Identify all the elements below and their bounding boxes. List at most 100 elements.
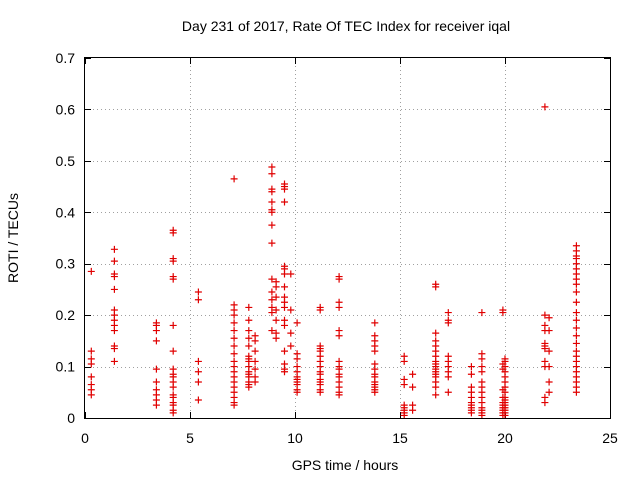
data-point	[572, 324, 580, 332]
data-point	[87, 373, 95, 381]
data-point	[335, 391, 343, 399]
data-point	[335, 332, 343, 340]
data-point	[432, 283, 440, 291]
data-point	[371, 347, 379, 355]
data-point	[110, 327, 118, 335]
data-point	[293, 319, 301, 327]
data-point	[287, 270, 295, 278]
data-point	[281, 321, 288, 329]
data-point	[194, 288, 202, 296]
data-point	[152, 337, 160, 345]
plot-frame	[84, 57, 611, 419]
data-point	[169, 321, 177, 329]
data-point	[409, 383, 417, 391]
data-point	[432, 329, 440, 337]
data-point	[268, 170, 276, 178]
data-point	[409, 406, 417, 414]
x-tick-label: 5	[186, 430, 194, 446]
data-point	[400, 411, 408, 419]
data-point	[572, 316, 580, 324]
y-tick-label: 0.1	[56, 359, 76, 375]
data-point	[281, 347, 288, 355]
data-point	[245, 334, 253, 342]
data-point	[245, 383, 253, 391]
data-point	[268, 239, 276, 247]
data-point	[169, 409, 177, 417]
chart-title: Day 231 of 2017, Rate Of TEC Index for r…	[182, 18, 510, 34]
data-point	[272, 306, 280, 314]
data-point	[87, 360, 95, 368]
data-point	[545, 327, 553, 335]
x-tick-label: 0	[81, 430, 89, 446]
data-point	[478, 309, 486, 317]
data-point	[281, 283, 288, 291]
x-tick-label: 20	[497, 430, 513, 446]
y-tick-label: 0.5	[56, 153, 76, 169]
data-point	[268, 221, 276, 229]
data-point	[251, 347, 259, 355]
y-axis-label: ROTI / TECUs	[5, 193, 21, 283]
data-point	[268, 188, 276, 196]
data-point	[194, 296, 202, 304]
data-point	[287, 306, 295, 314]
gridlines	[85, 58, 610, 418]
data-point	[110, 285, 118, 293]
data-point	[281, 270, 288, 278]
data-point	[268, 288, 276, 296]
data-point	[400, 381, 408, 389]
data-point	[87, 267, 95, 275]
data-point	[230, 327, 238, 335]
data-point	[287, 342, 295, 350]
y-tick-label: 0	[67, 410, 75, 426]
data-point	[230, 319, 238, 327]
y-axis-ticks: 0 0.1 0.2 0.3 0.4 0.5 0.6 0.7	[56, 50, 610, 426]
data-point	[268, 198, 276, 206]
data-point	[251, 337, 259, 345]
data-point	[478, 368, 486, 376]
data-point	[169, 383, 177, 391]
data-point	[432, 383, 440, 391]
data-point	[194, 378, 202, 386]
data-point	[152, 327, 160, 335]
data-point	[409, 370, 417, 378]
data-point	[432, 391, 440, 399]
data-point	[268, 163, 276, 171]
data-point	[194, 396, 202, 404]
data-point	[169, 275, 177, 283]
data-point	[110, 245, 118, 253]
y-tick-label: 0.6	[56, 101, 76, 117]
data-point	[281, 198, 288, 206]
data-point	[572, 288, 580, 296]
data-point	[169, 347, 177, 355]
y-tick-label: 0.3	[56, 256, 76, 272]
data-points	[87, 103, 580, 419]
data-point	[152, 378, 160, 386]
data-point	[230, 350, 238, 358]
data-point	[444, 319, 452, 327]
data-point	[444, 309, 452, 317]
data-point	[293, 355, 301, 363]
data-point	[272, 316, 280, 324]
data-point	[572, 339, 580, 347]
data-point	[230, 334, 238, 342]
data-point	[293, 388, 301, 396]
data-point	[467, 370, 475, 378]
data-point	[268, 327, 276, 335]
data-point	[152, 401, 160, 409]
data-point	[499, 309, 507, 317]
data-point	[572, 309, 580, 317]
data-point	[251, 357, 259, 365]
data-point	[287, 329, 295, 337]
data-point	[245, 327, 253, 335]
data-point	[545, 378, 553, 386]
data-point	[541, 311, 549, 319]
data-point	[268, 275, 276, 283]
data-point	[316, 306, 324, 314]
data-point	[281, 185, 288, 193]
data-point	[572, 388, 580, 396]
y-tick-label: 0.7	[56, 50, 76, 66]
data-point	[478, 411, 486, 419]
x-axis-ticks: 0 5 10 15 20 25	[81, 58, 618, 446]
data-point	[444, 373, 452, 381]
